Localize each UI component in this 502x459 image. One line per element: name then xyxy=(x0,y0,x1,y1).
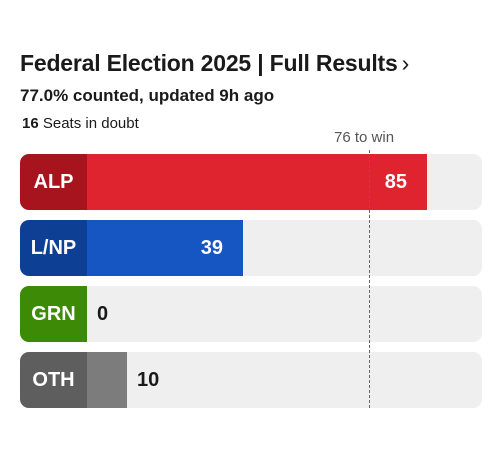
seat-count-alp: 85 xyxy=(384,171,407,193)
party-row-grn: GRN 0 xyxy=(20,286,482,342)
win-threshold-line xyxy=(369,150,370,408)
party-row-lnp: L/NP 39 xyxy=(20,220,482,276)
chevron-right-icon[interactable]: › xyxy=(401,50,410,76)
seat-count-grn: 0 xyxy=(97,303,109,325)
seat-bar-oth xyxy=(87,352,127,408)
seats-in-doubt-label: Seats in doubt xyxy=(42,115,139,132)
party-label-lnp: L/NP xyxy=(20,220,87,276)
party-label-alp: ALP xyxy=(20,154,87,210)
party-label-oth: OTH xyxy=(20,352,87,408)
party-row-oth: OTH 10 xyxy=(20,352,482,408)
page-title[interactable]: Federal Election 2025 | Full Results xyxy=(20,50,398,76)
seat-bar-alp xyxy=(87,154,427,210)
seat-bar-lnp xyxy=(87,220,243,276)
seat-count-oth: 10 xyxy=(137,369,160,391)
count-status: 77.0% counted, updated 9h ago xyxy=(20,86,275,105)
seats-in-doubt-count: 16 xyxy=(22,115,39,132)
party-row-alp: ALP 85 xyxy=(20,154,482,210)
seats-in-doubt: 16 Seats in doubt xyxy=(22,115,139,132)
page-title-link[interactable]: Federal Election 2025 | Full Results › xyxy=(20,50,490,77)
seat-count-lnp: 39 xyxy=(200,237,223,259)
party-label-grn: GRN xyxy=(20,286,87,342)
win-threshold-label: 76 to win xyxy=(334,129,395,146)
